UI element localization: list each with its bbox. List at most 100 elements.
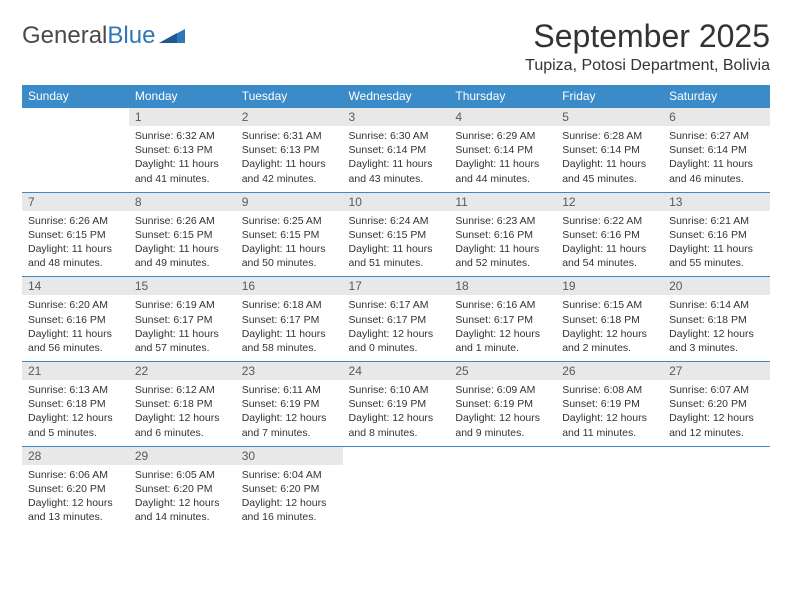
day-cell: Sunrise: 6:21 AMSunset: 6:16 PMDaylight:…	[663, 211, 770, 277]
day-day1: Daylight: 12 hours	[455, 327, 550, 341]
day-cell: Sunrise: 6:28 AMSunset: 6:14 PMDaylight:…	[556, 126, 663, 192]
day-sunrise: Sunrise: 6:30 AM	[349, 129, 444, 143]
day-cell: Sunrise: 6:14 AMSunset: 6:18 PMDaylight:…	[663, 295, 770, 361]
day-sunset: Sunset: 6:18 PM	[669, 313, 764, 327]
day-content-row: Sunrise: 6:32 AM Sunset: 6:13 PM Daylight:…	[22, 126, 770, 192]
day-sunset: Sunset: 6:18 PM	[562, 313, 657, 327]
day-cell: Sunrise: 6:11 AMSunset: 6:19 PMDaylight:…	[236, 380, 343, 446]
day-day1: Daylight: 11 hours	[349, 242, 444, 256]
day-sunrise: Sunrise: 6:32 AM	[135, 129, 230, 143]
day-sunset: Sunset: 6:20 PM	[28, 482, 123, 496]
header: GeneralBlue September 2025 Tupiza, Potos…	[22, 18, 770, 75]
day-number-cell: 13	[663, 192, 770, 211]
day-cell: Sunrise: 6:19 AMSunset: 6:17 PMDaylight:…	[129, 295, 236, 361]
title-block: September 2025 Tupiza, Potosi Department…	[525, 18, 770, 75]
day-cell: Sunrise: 6:20 AMSunset: 6:16 PMDaylight:…	[22, 295, 129, 361]
day-header-cell: Wednesday	[343, 85, 450, 108]
day-day2: and 58 minutes.	[242, 341, 337, 355]
day-day1: Daylight: 12 hours	[349, 327, 444, 341]
day-day2: and 41 minutes.	[135, 172, 230, 186]
day-cell: Sunrise: 6:25 AMSunset: 6:15 PMDaylight:…	[236, 211, 343, 277]
day-number-cell: 8	[129, 192, 236, 211]
day-sunrise: Sunrise: 6:16 AM	[455, 298, 550, 312]
day-sunset: Sunset: 6:14 PM	[455, 143, 550, 157]
day-number-cell: 1	[129, 108, 236, 127]
day-day1: Daylight: 12 hours	[562, 327, 657, 341]
day-day1: Daylight: 11 hours	[242, 242, 337, 256]
day-day2: and 42 minutes.	[242, 172, 337, 186]
day-cell: Sunrise: 6:10 AMSunset: 6:19 PMDaylight:…	[343, 380, 450, 446]
day-sunrise: Sunrise: 6:23 AM	[455, 214, 550, 228]
day-sunrise: Sunrise: 6:28 AM	[562, 129, 657, 143]
day-cell: Sunrise: 6:32 AMSunset: 6:13 PMDaylight:…	[129, 126, 236, 192]
day-sunset: Sunset: 6:19 PM	[242, 397, 337, 411]
day-sunset: Sunset: 6:13 PM	[242, 143, 337, 157]
brand-part1: General	[22, 22, 107, 50]
day-sunset: Sunset: 6:20 PM	[669, 397, 764, 411]
day-sunrise: Sunrise: 6:07 AM	[669, 383, 764, 397]
day-cell	[22, 126, 129, 192]
logo-triangle-icon	[159, 22, 185, 50]
day-sunrise: Sunrise: 6:31 AM	[242, 129, 337, 143]
day-number-cell: 28	[22, 446, 129, 465]
day-number-row: 78910111213	[22, 192, 770, 211]
day-day2: and 45 minutes.	[562, 172, 657, 186]
day-sunrise: Sunrise: 6:24 AM	[349, 214, 444, 228]
day-sunrise: Sunrise: 6:26 AM	[135, 214, 230, 228]
day-day1: Daylight: 11 hours	[135, 327, 230, 341]
day-cell: Sunrise: 6:18 AMSunset: 6:17 PMDaylight:…	[236, 295, 343, 361]
day-sunrise: Sunrise: 6:19 AM	[135, 298, 230, 312]
day-number-cell	[663, 446, 770, 465]
day-day1: Daylight: 11 hours	[349, 157, 444, 171]
day-cell	[663, 465, 770, 531]
day-day2: and 13 minutes.	[28, 510, 123, 524]
day-cell: Sunrise: 6:27 AMSunset: 6:14 PMDaylight:…	[663, 126, 770, 192]
day-number-cell: 21	[22, 362, 129, 381]
day-sunrise: Sunrise: 6:20 AM	[28, 298, 123, 312]
day-cell	[343, 465, 450, 531]
day-sunset: Sunset: 6:17 PM	[455, 313, 550, 327]
day-cell: Sunrise: 6:05 AMSunset: 6:20 PMDaylight:…	[129, 465, 236, 531]
day-number-cell: 14	[22, 277, 129, 296]
day-sunrise: Sunrise: 6:12 AM	[135, 383, 230, 397]
day-day1: Daylight: 12 hours	[242, 496, 337, 510]
day-day2: and 14 minutes.	[135, 510, 230, 524]
day-sunset: Sunset: 6:17 PM	[242, 313, 337, 327]
day-sunrise: Sunrise: 6:08 AM	[562, 383, 657, 397]
day-day1: Daylight: 11 hours	[135, 242, 230, 256]
day-day2: and 8 minutes.	[349, 426, 444, 440]
location: Tupiza, Potosi Department, Bolivia	[525, 57, 770, 75]
day-day2: and 7 minutes.	[242, 426, 337, 440]
day-number-cell: 3	[343, 108, 450, 127]
day-number-cell: 16	[236, 277, 343, 296]
day-day1: Daylight: 12 hours	[135, 411, 230, 425]
day-cell: Sunrise: 6:12 AMSunset: 6:18 PMDaylight:…	[129, 380, 236, 446]
day-day1: Daylight: 12 hours	[349, 411, 444, 425]
day-sunset: Sunset: 6:16 PM	[28, 313, 123, 327]
day-day1: Daylight: 11 hours	[562, 157, 657, 171]
day-number-cell: 26	[556, 362, 663, 381]
day-header-row: SundayMondayTuesdayWednesdayThursdayFrid…	[22, 85, 770, 108]
day-number-cell	[22, 108, 129, 127]
day-sunset: Sunset: 6:16 PM	[669, 228, 764, 242]
day-cell: Sunrise: 6:04 AMSunset: 6:20 PMDaylight:…	[236, 465, 343, 531]
day-header-cell: Thursday	[449, 85, 556, 108]
day-sunset: Sunset: 6:14 PM	[669, 143, 764, 157]
day-sunset: Sunset: 6:17 PM	[135, 313, 230, 327]
day-sunrise: Sunrise: 6:27 AM	[669, 129, 764, 143]
day-sunrise: Sunrise: 6:11 AM	[242, 383, 337, 397]
day-sunrise: Sunrise: 6:21 AM	[669, 214, 764, 228]
day-cell: Sunrise: 6:06 AMSunset: 6:20 PMDaylight:…	[22, 465, 129, 531]
day-day2: and 6 minutes.	[135, 426, 230, 440]
day-sunrise: Sunrise: 6:10 AM	[349, 383, 444, 397]
day-cell: Sunrise: 6:31 AMSunset: 6:13 PMDaylight:…	[236, 126, 343, 192]
day-content-row: Sunrise: 6:13 AMSunset: 6:18 PMDaylight:…	[22, 380, 770, 446]
day-number-cell: 15	[129, 277, 236, 296]
day-day2: and 16 minutes.	[242, 510, 337, 524]
day-sunrise: Sunrise: 6:04 AM	[242, 468, 337, 482]
day-sunrise: Sunrise: 6:13 AM	[28, 383, 123, 397]
day-cell: Sunrise: 6:24 AMSunset: 6:15 PMDaylight:…	[343, 211, 450, 277]
day-day2: and 2 minutes.	[562, 341, 657, 355]
day-number-row: 21222324252627	[22, 362, 770, 381]
day-day1: Daylight: 12 hours	[669, 327, 764, 341]
